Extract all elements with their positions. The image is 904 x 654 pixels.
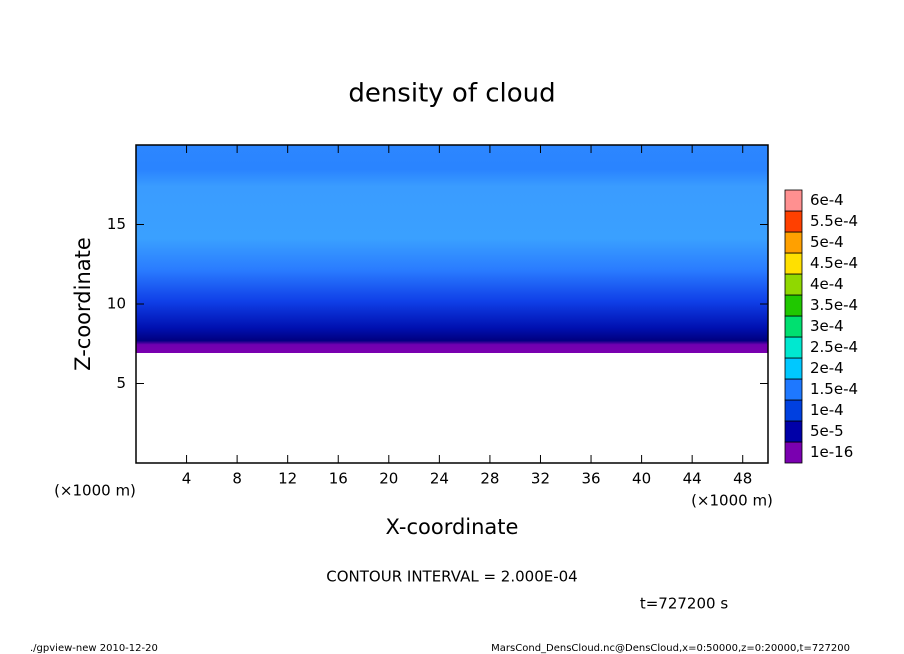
x-unit-right: (×1000 m) bbox=[691, 492, 773, 510]
colorbar-box bbox=[784, 399, 803, 422]
colorbar-label: 5.5e-4 bbox=[810, 212, 858, 230]
y-tick-label: 15 bbox=[107, 215, 126, 233]
x-tick-label: 12 bbox=[278, 470, 297, 488]
colorbar-label: 1e-16 bbox=[810, 443, 853, 461]
colorbar-box bbox=[784, 420, 803, 443]
x-axis-label: X-coordinate bbox=[386, 515, 519, 539]
colorbar-label: 2e-4 bbox=[810, 359, 844, 377]
y-tick-label: 5 bbox=[116, 374, 126, 392]
x-tick-label: 8 bbox=[232, 470, 242, 488]
colorbar-label: 1e-4 bbox=[810, 401, 844, 419]
colorbar-box bbox=[784, 315, 803, 338]
colorbar-box bbox=[784, 336, 803, 359]
colorbar-label: 1.5e-4 bbox=[810, 380, 858, 398]
colorbar-box bbox=[784, 189, 803, 212]
colorbar-label: 2.5e-4 bbox=[810, 338, 858, 356]
colorbar-box bbox=[784, 210, 803, 233]
x-tick-label: 28 bbox=[480, 470, 499, 488]
x-tick-label: 20 bbox=[379, 470, 398, 488]
x-unit-left: (×1000 m) bbox=[54, 482, 136, 500]
colorbar-box bbox=[784, 357, 803, 380]
colorbar-label: 6e-4 bbox=[810, 191, 844, 209]
y-axis-label: Z-coordinate bbox=[71, 237, 95, 371]
y-tick-label: 10 bbox=[107, 295, 126, 313]
footer-right: MarsCond_DensCloud.nc@DensCloud,x=0:5000… bbox=[491, 643, 850, 654]
x-tick-label: 16 bbox=[329, 470, 348, 488]
colorbar-box bbox=[784, 294, 803, 317]
x-tick-label: 24 bbox=[430, 470, 449, 488]
contour-field bbox=[136, 145, 768, 353]
colorbar-label: 5e-4 bbox=[810, 233, 844, 251]
contour-interval: CONTOUR INTERVAL = 2.000E-04 bbox=[326, 568, 577, 586]
colorbar-label: 4e-4 bbox=[810, 275, 844, 293]
colorbar-label: 3e-4 bbox=[810, 317, 844, 335]
x-tick-label: 44 bbox=[683, 470, 702, 488]
colorbar-box bbox=[784, 231, 803, 254]
colorbar-box bbox=[784, 273, 803, 296]
colorbar-label: 3.5e-4 bbox=[810, 296, 858, 314]
x-tick-label: 32 bbox=[531, 470, 550, 488]
x-tick-label: 48 bbox=[733, 470, 752, 488]
x-tick-label: 4 bbox=[182, 470, 192, 488]
colorbar-box bbox=[784, 378, 803, 401]
colorbar-box bbox=[784, 252, 803, 275]
time-label: t=727200 s bbox=[640, 595, 728, 613]
x-tick-label: 40 bbox=[632, 470, 651, 488]
colorbar-label: 5e-5 bbox=[810, 422, 844, 440]
colorbar-label: 4.5e-4 bbox=[810, 254, 858, 272]
chart-title: density of cloud bbox=[348, 79, 555, 109]
colorbar-box bbox=[784, 441, 803, 464]
footer-left: ./gpview-new 2010-12-20 bbox=[30, 643, 158, 654]
x-tick-label: 36 bbox=[581, 470, 600, 488]
